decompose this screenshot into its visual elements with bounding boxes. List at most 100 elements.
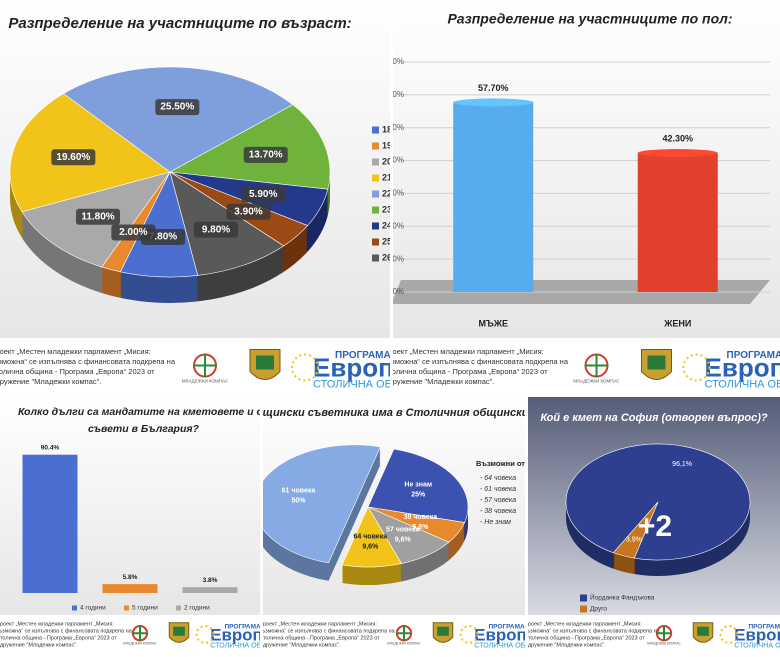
data-label: 11.80% xyxy=(81,211,114,222)
chart-title: съвети в България? xyxy=(88,423,200,435)
data-label: 90.4% xyxy=(41,444,60,451)
legend-swatch xyxy=(372,239,379,246)
footer-text: Проект „Местен младежки парламент „Мисия… xyxy=(383,347,544,356)
data-label: 50% xyxy=(291,498,306,505)
data-label: 3.90% xyxy=(234,206,262,217)
panel: Кой е кмет на София (отворен въпрос)?96,… xyxy=(528,397,780,615)
footer-text: възможна“ се изпълнява с финансовата под… xyxy=(524,628,661,634)
footer-text: Проект „Местен младежки парламент „Мисия… xyxy=(0,347,151,356)
chart-title: Кой е кмет на София (отворен въпрос)? xyxy=(540,412,768,424)
coat-inner xyxy=(173,627,185,636)
legend-label: Друго xyxy=(590,606,607,613)
footer-text: Столична община - Програма „Европа“ 2023… xyxy=(0,367,155,376)
data-label: 25% xyxy=(411,491,426,498)
bar xyxy=(453,102,533,292)
legend-label: 2 години xyxy=(184,605,210,612)
legend-swatch xyxy=(580,595,587,602)
legend-label: 4 години xyxy=(80,605,106,612)
legend-swatch xyxy=(372,207,379,214)
y-tick-label: 40% xyxy=(388,156,404,165)
legend-label: 24 xyxy=(382,220,392,230)
legend-label: 25 xyxy=(382,236,392,246)
legend-label: 23 xyxy=(382,204,392,214)
slice-name: 64 човека xyxy=(354,534,388,541)
footer: Проект „Местен младежки парламент „Мисия… xyxy=(383,340,780,395)
footer-text: Столична община - Програма „Европа“ 2023… xyxy=(259,635,380,641)
legend-swatch xyxy=(124,606,129,611)
chart-title: Разпределение на участниците по възраст: xyxy=(8,15,351,32)
legend-item: - 61 човека xyxy=(480,486,516,493)
legend-label: 22 xyxy=(382,188,392,198)
data-label: 42.30% xyxy=(662,133,693,143)
legend-item: - 64 човека xyxy=(480,475,516,482)
chart-title: Колко общински съветника има в Столичния… xyxy=(214,407,574,419)
data-label: 2.00% xyxy=(119,227,147,238)
legend-swatch xyxy=(72,606,77,611)
y-tick-label: 20% xyxy=(388,221,404,230)
data-label: 5.90% xyxy=(249,189,277,200)
slice-name: 57 човека xyxy=(386,527,420,534)
legend-label: 26 xyxy=(382,252,392,262)
more-count[interactable]: +2 xyxy=(638,510,672,543)
data-label: 3.8% xyxy=(203,577,218,584)
y-tick-label: 60% xyxy=(388,90,404,99)
data-label: 13.70% xyxy=(249,150,283,161)
bar-top xyxy=(638,149,718,157)
data-label: 25.50% xyxy=(160,102,194,113)
panel: Колко общински съветника има в Столичния… xyxy=(214,397,574,615)
legend-swatch xyxy=(372,223,379,230)
chart-title: Разпределение на участниците по пол: xyxy=(447,11,732,27)
legend-swatch xyxy=(372,159,379,166)
footer-text: Сдружение "Младежки компас". xyxy=(0,377,101,386)
legend-swatch xyxy=(372,191,379,198)
legend-swatch xyxy=(372,175,379,182)
legend-swatch xyxy=(372,127,379,134)
compass-text: МЛАДЕЖКИ КОМПАС xyxy=(123,641,157,645)
data-label: 57.70% xyxy=(478,83,509,93)
logo-municipality: СТОЛИЧНА ОБЩИНА xyxy=(734,641,780,649)
y-tick-label: 30% xyxy=(388,189,404,198)
legend-label: Йорданка Фандъкова xyxy=(590,593,655,602)
coat-inner xyxy=(256,356,274,370)
data-label: 19.60% xyxy=(56,152,90,163)
data-label: 9,6% xyxy=(362,544,379,551)
bar xyxy=(638,153,718,292)
slice-name: 38 човека xyxy=(404,514,438,521)
footer-text: възможна“ се изпълнява с финансовата под… xyxy=(0,628,133,634)
legend-item: - 38 човека xyxy=(480,508,516,515)
legend-swatch xyxy=(176,606,181,611)
data-label: 5.8% xyxy=(123,574,138,581)
footer: Проект „Местен младежки парламент „Мисия… xyxy=(524,617,780,652)
y-tick-label: 10% xyxy=(388,254,404,263)
compass-text: МЛАДЕЖКИ КОМПАС xyxy=(647,641,681,645)
footer-text: Проект „Местен младежки парламент „Мисия… xyxy=(259,621,377,627)
footer: Проект „Местен младежки парламент „Мисия… xyxy=(0,340,426,395)
legend-label: 18 xyxy=(382,124,392,134)
footer-text: възможна“ се изпълнява с финансовата под… xyxy=(0,357,176,366)
bar xyxy=(23,455,78,593)
legend-item: - 57 човека xyxy=(480,497,516,504)
coat-inner xyxy=(437,627,449,636)
footer-text: Проект „Местен младежки парламент „Мисия… xyxy=(524,621,642,627)
compass-text: МЛАДЕЖКИ КОМПАС xyxy=(387,641,421,645)
y-tick-label: 0% xyxy=(392,287,404,296)
x-tick-label: МЪЖЕ xyxy=(479,318,508,328)
footer-text: Столична община - Програма „Европа“ 2023… xyxy=(524,635,645,641)
bar xyxy=(103,584,158,593)
coat-inner xyxy=(648,356,666,370)
footer-text: Столична община - Програма „Европа“ 2023… xyxy=(0,635,117,641)
footer: Проект „Местен младежки парламент „Мисия… xyxy=(259,617,547,652)
data-label: 9,6% xyxy=(395,537,412,544)
footer-text: Сдружение "Младежки компас". xyxy=(524,642,606,648)
panel: Разпределение на участниците по пол: 0% 10… xyxy=(388,0,780,338)
slice-name: 61 човека xyxy=(282,488,316,495)
compass-text: МЛАДЕЖКИ КОМПАС xyxy=(573,379,620,384)
y-tick-label: 50% xyxy=(388,123,404,132)
bar xyxy=(183,587,238,593)
data-label: 9.80% xyxy=(202,224,230,235)
footer-text: Сдружение "Младежки компас". xyxy=(383,377,494,386)
coat-inner xyxy=(697,627,709,636)
panel: Разпределение на участниците по възраст:… xyxy=(0,0,392,338)
